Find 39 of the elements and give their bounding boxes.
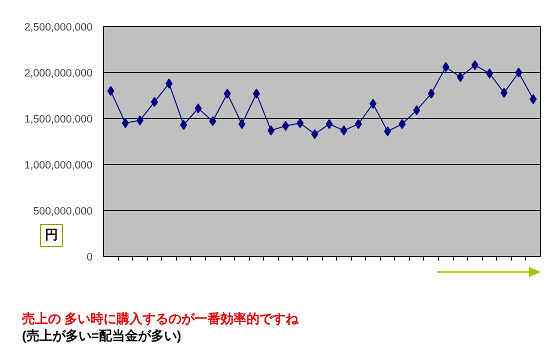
point — [326, 119, 333, 130]
point — [384, 126, 392, 136]
point — [282, 120, 290, 131]
point — [209, 116, 216, 126]
point — [252, 88, 260, 99]
point — [296, 118, 304, 128]
point — [136, 115, 144, 126]
text: (売上が多い=配当金が多い) — [22, 327, 182, 344]
y-tick-label: 2,500,000,000 — [24, 22, 93, 34]
point — [486, 68, 494, 78]
point — [442, 62, 450, 72]
text: 売上の 多い時に購入するのが一番効率的ですね — [22, 310, 300, 327]
point — [428, 88, 435, 99]
y-tick-label: 1,000,000,000 — [24, 160, 93, 172]
point — [369, 98, 376, 109]
point — [340, 125, 348, 136]
y-tick-label: 0 — [86, 252, 93, 264]
point — [413, 105, 420, 116]
point — [268, 125, 275, 136]
point — [166, 78, 173, 89]
point — [238, 119, 246, 130]
point — [398, 119, 406, 130]
point — [500, 88, 508, 98]
point — [471, 60, 478, 70]
point — [530, 94, 537, 104]
point — [122, 118, 129, 128]
y-axis-title: 円 — [40, 224, 63, 247]
point — [224, 88, 231, 99]
point — [194, 103, 202, 114]
point — [354, 119, 362, 130]
point — [150, 96, 158, 107]
point — [107, 86, 114, 96]
y-tick-label: 2,000,000,000 — [24, 68, 93, 80]
y-tick-label: 1,500,000,000 — [24, 114, 93, 126]
point — [180, 120, 188, 130]
point — [515, 68, 522, 78]
y-tick-label: 500,000,000 — [33, 206, 93, 218]
point — [456, 72, 464, 82]
point — [311, 129, 318, 140]
